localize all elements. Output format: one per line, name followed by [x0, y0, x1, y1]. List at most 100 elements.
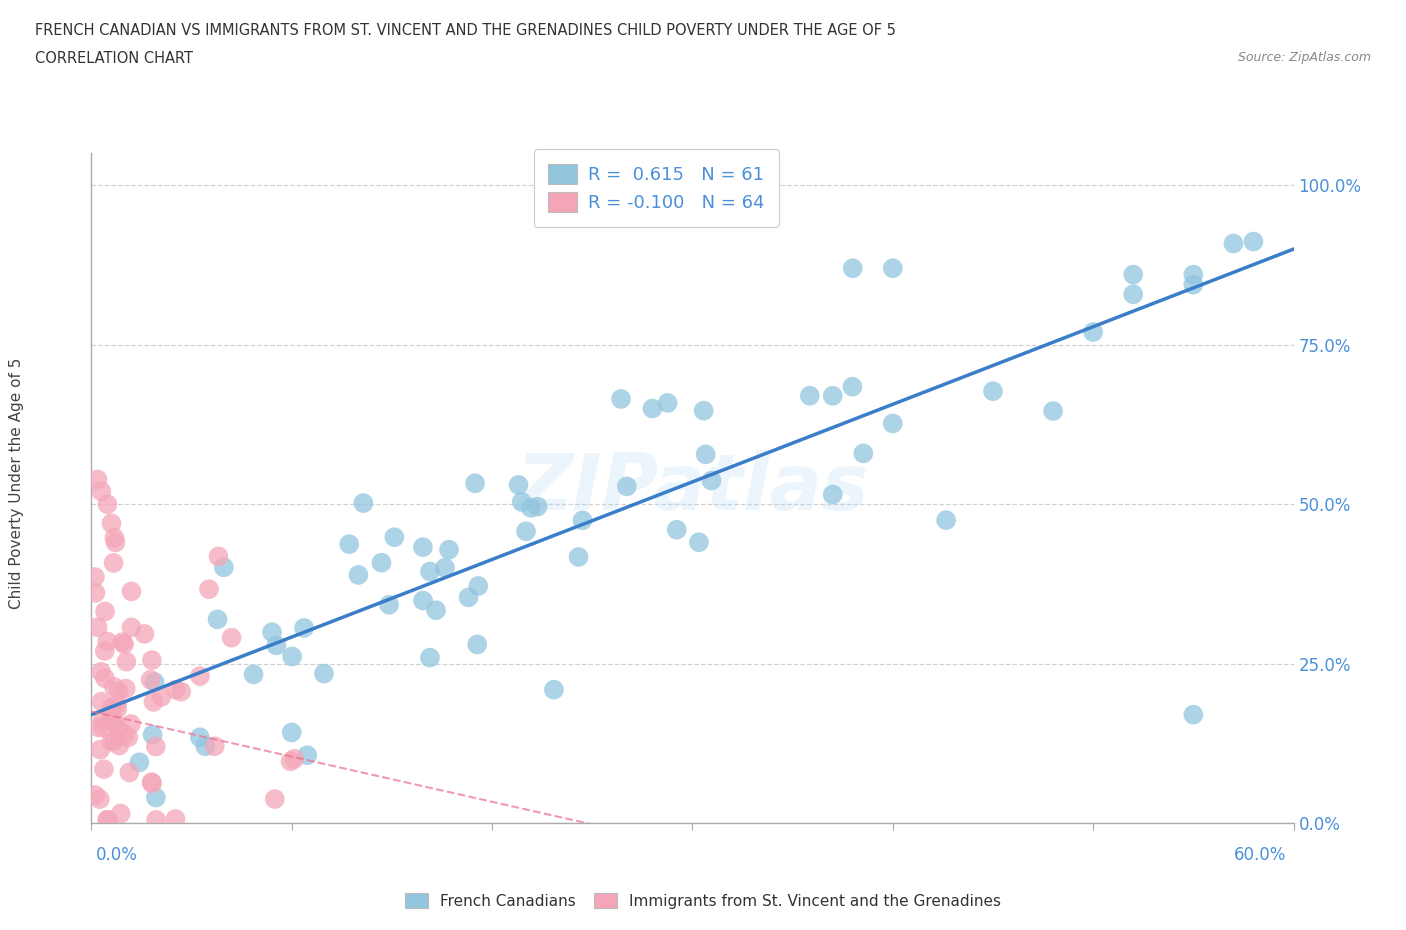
- Point: [142, 727, 165, 742]
- Point: [120, 717, 142, 732]
- Point: [103, 680, 125, 695]
- Point: [204, 738, 226, 753]
- Text: CORRELATION CHART: CORRELATION CHART: [35, 51, 193, 66]
- Point: [110, 806, 132, 821]
- Point: [94, 604, 117, 618]
- Point: [212, 560, 235, 575]
- Point: [90, 484, 112, 498]
- Point: [700, 473, 723, 488]
- Point: [115, 654, 138, 669]
- Point: [188, 669, 211, 684]
- Point: [526, 499, 548, 514]
- Point: [145, 790, 167, 805]
- Point: [84, 788, 107, 803]
- Point: [520, 500, 543, 515]
- Point: [96, 813, 118, 828]
- Point: [117, 730, 139, 745]
- Text: 60.0%: 60.0%: [1234, 846, 1286, 864]
- Point: [90, 694, 112, 709]
- Point: [283, 751, 305, 766]
- Point: [198, 582, 221, 597]
- Point: [508, 477, 530, 492]
- Point: [695, 447, 717, 462]
- Point: [297, 748, 319, 763]
- Point: [841, 260, 863, 275]
- Point: [352, 496, 374, 511]
- Point: [1222, 236, 1244, 251]
- Point: [882, 416, 904, 431]
- Point: [419, 650, 441, 665]
- Point: [821, 487, 844, 502]
- Point: [100, 700, 122, 715]
- Point: [83, 569, 105, 584]
- Point: [112, 637, 135, 652]
- Point: [419, 565, 441, 579]
- Point: [242, 667, 264, 682]
- Point: [882, 260, 904, 275]
- Point: [96, 634, 118, 649]
- Point: [104, 535, 127, 550]
- Legend: French Canadians, Immigrants from St. Vincent and the Grenadines: French Canadians, Immigrants from St. Vi…: [399, 887, 1007, 915]
- Point: [280, 754, 302, 769]
- Point: [852, 445, 875, 460]
- Point: [688, 535, 710, 550]
- Point: [935, 512, 957, 527]
- Point: [141, 776, 163, 790]
- Point: [841, 379, 863, 394]
- Point: [101, 714, 124, 729]
- Point: [194, 738, 217, 753]
- Point: [105, 701, 128, 716]
- Point: [89, 742, 111, 757]
- Point: [105, 697, 128, 711]
- Point: [641, 401, 664, 416]
- Point: [121, 584, 143, 599]
- Point: [567, 550, 589, 565]
- Point: [165, 683, 187, 698]
- Point: [90, 664, 112, 679]
- Point: [281, 649, 304, 664]
- Point: [263, 791, 285, 806]
- Legend: R =  0.615   N = 61, R = -0.100   N = 64: R = 0.615 N = 61, R = -0.100 N = 64: [534, 149, 779, 227]
- Text: 0.0%: 0.0%: [96, 846, 138, 864]
- Point: [120, 620, 142, 635]
- Point: [378, 597, 401, 612]
- Point: [165, 812, 187, 827]
- Point: [616, 479, 638, 494]
- Point: [337, 537, 360, 551]
- Point: [103, 555, 125, 570]
- Point: [347, 567, 370, 582]
- Point: [142, 695, 165, 710]
- Point: [87, 720, 110, 735]
- Point: [128, 755, 150, 770]
- Point: [515, 524, 537, 538]
- Point: [94, 644, 117, 658]
- Point: [1182, 277, 1205, 292]
- Point: [610, 392, 633, 406]
- Point: [141, 653, 163, 668]
- Point: [118, 765, 141, 780]
- Point: [91, 712, 114, 727]
- Point: [145, 739, 167, 754]
- Point: [97, 813, 120, 828]
- Point: [665, 523, 688, 538]
- Point: [145, 813, 167, 828]
- Point: [93, 762, 115, 777]
- Point: [571, 513, 593, 528]
- Point: [370, 555, 392, 570]
- Point: [107, 684, 129, 698]
- Point: [94, 671, 117, 685]
- Point: [457, 590, 479, 604]
- Point: [467, 578, 489, 593]
- Point: [221, 631, 243, 645]
- Point: [799, 388, 821, 403]
- Point: [1122, 267, 1144, 282]
- Point: [981, 384, 1004, 399]
- Point: [465, 637, 488, 652]
- Point: [510, 495, 533, 510]
- Point: [382, 530, 405, 545]
- Point: [141, 775, 163, 790]
- Point: [103, 733, 125, 748]
- Point: [266, 638, 288, 653]
- Point: [100, 735, 122, 750]
- Point: [1122, 286, 1144, 301]
